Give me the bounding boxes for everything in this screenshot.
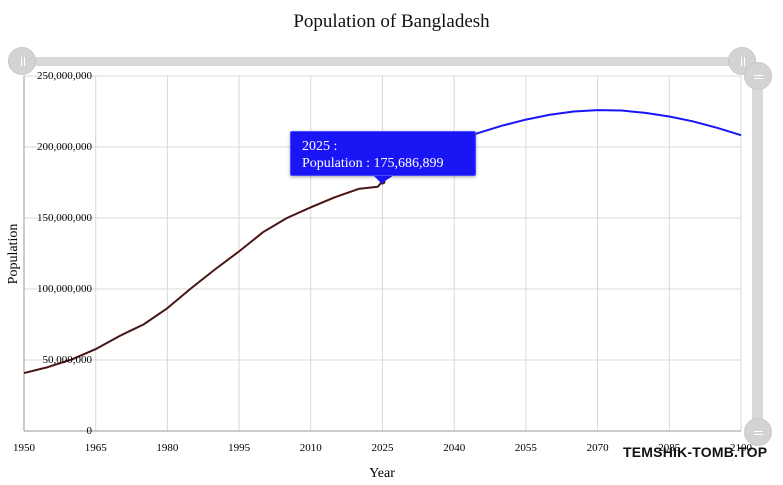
gridlines: [23, 75, 742, 432]
chart-title: Population of Bangladesh: [293, 11, 490, 32]
watermark: TEMSHIK-TOMB.TOP: [623, 444, 768, 460]
tooltip-pointer: [374, 176, 390, 184]
y-tick-label: 50,000,000: [43, 354, 93, 366]
y-tick-label: 0: [87, 425, 93, 437]
y-axis-title: Population: [6, 224, 21, 285]
x-tick-label: 1965: [85, 442, 108, 454]
vertical-range-top-handle[interactable]: [744, 62, 772, 90]
y-tick-label: 200,000,000: [37, 141, 93, 153]
y-tick-label: 100,000,000: [37, 283, 93, 295]
x-tick-label: 2100: [730, 442, 753, 454]
vertical-range-slider[interactable]: [752, 76, 763, 432]
tooltip-value: Population : 175,686,899: [302, 156, 444, 171]
historical-population-line[interactable]: [23, 180, 384, 375]
horizontal-range-slider[interactable]: [22, 57, 742, 66]
x-tick-label: 2070: [587, 442, 610, 454]
data-tooltip: 2025 : Population : 175,686,899: [290, 131, 476, 176]
x-tick-label: 1980: [156, 442, 179, 454]
x-tick-label: 2010: [300, 442, 323, 454]
y-tick-label: 150,000,000: [37, 212, 93, 224]
x-tick-label: 2055: [515, 442, 538, 454]
x-tick-label: 2025: [372, 442, 395, 454]
tick-labels: 1950 1965 1980 1995 2010 2025 2040 2055 2070 2085…: [13, 70, 753, 454]
vertical-range-bottom-handle[interactable]: [744, 418, 772, 446]
tooltip-year: 2025 :: [302, 139, 338, 154]
x-tick-label: 1950: [13, 442, 36, 454]
x-tick-label: 1995: [228, 442, 251, 454]
axes: [23, 76, 741, 432]
x-tick-label: 2085: [658, 442, 681, 454]
x-tick-label: 2040: [443, 442, 466, 454]
range-start-handle[interactable]: [8, 47, 36, 75]
y-tick-label: 250,000,000: [37, 70, 93, 82]
x-axis-title: Year: [369, 466, 395, 481]
